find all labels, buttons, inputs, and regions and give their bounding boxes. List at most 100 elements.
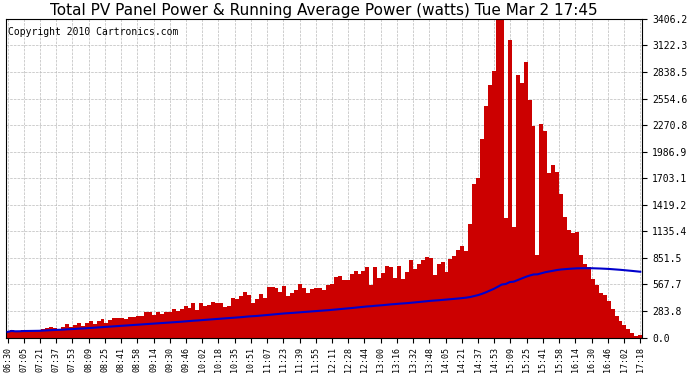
Bar [433, 275, 437, 338]
Bar [425, 257, 428, 338]
Bar [571, 234, 575, 338]
Bar [460, 246, 464, 338]
Bar [334, 277, 338, 338]
Bar [318, 288, 322, 338]
Bar [591, 279, 595, 338]
Bar [413, 268, 417, 338]
Bar [484, 105, 488, 338]
Bar [101, 319, 104, 338]
Bar [219, 303, 223, 338]
Bar [199, 303, 204, 338]
Bar [520, 82, 524, 338]
Bar [512, 227, 515, 338]
Bar [342, 280, 346, 338]
Bar [480, 140, 484, 338]
Bar [369, 285, 373, 338]
Bar [17, 331, 21, 338]
Bar [112, 318, 117, 338]
Bar [350, 274, 353, 338]
Bar [120, 318, 124, 338]
Bar [211, 302, 215, 338]
Bar [306, 293, 310, 338]
Bar [611, 309, 615, 338]
Bar [188, 308, 191, 338]
Bar [176, 310, 179, 338]
Bar [310, 289, 314, 338]
Bar [97, 321, 101, 338]
Bar [595, 285, 599, 338]
Bar [535, 255, 540, 338]
Bar [567, 230, 571, 338]
Bar [270, 287, 275, 338]
Bar [504, 218, 508, 338]
Bar [528, 100, 531, 338]
Bar [6, 332, 10, 338]
Bar [456, 250, 460, 338]
Bar [330, 284, 334, 338]
Bar [81, 326, 85, 338]
Bar [184, 306, 188, 338]
Bar [448, 259, 453, 338]
Bar [124, 320, 128, 338]
Bar [615, 316, 618, 338]
Bar [152, 315, 156, 338]
Bar [266, 287, 270, 338]
Bar [239, 296, 243, 338]
Bar [26, 331, 30, 338]
Bar [531, 126, 535, 338]
Bar [49, 327, 53, 338]
Bar [179, 309, 184, 338]
Bar [346, 280, 350, 338]
Bar [21, 330, 26, 338]
Bar [88, 321, 92, 338]
Bar [409, 261, 413, 338]
Bar [476, 178, 480, 338]
Bar [207, 305, 211, 338]
Bar [73, 325, 77, 338]
Bar [366, 267, 369, 338]
Bar [140, 316, 144, 338]
Bar [235, 299, 239, 338]
Bar [382, 273, 385, 338]
Bar [53, 328, 57, 338]
Bar [65, 324, 69, 338]
Bar [263, 298, 266, 338]
Bar [417, 264, 421, 338]
Bar [464, 251, 469, 338]
Bar [472, 184, 476, 338]
Bar [255, 299, 259, 338]
Title: Total PV Panel Power & Running Average Power (watts) Tue Mar 2 17:45: Total PV Panel Power & Running Average P… [50, 3, 598, 18]
Bar [540, 124, 544, 338]
Bar [551, 165, 555, 338]
Bar [14, 332, 17, 338]
Bar [290, 293, 294, 338]
Bar [108, 320, 112, 338]
Bar [555, 172, 559, 338]
Bar [618, 321, 622, 338]
Bar [405, 272, 409, 338]
Bar [437, 264, 441, 338]
Bar [544, 131, 547, 338]
Bar [421, 260, 425, 338]
Bar [204, 306, 207, 338]
Bar [362, 271, 366, 338]
Bar [401, 279, 405, 338]
Bar [136, 316, 140, 338]
Bar [302, 288, 306, 338]
Bar [148, 312, 152, 338]
Bar [172, 309, 176, 338]
Bar [195, 309, 199, 338]
Bar [250, 303, 255, 338]
Bar [69, 327, 73, 338]
Bar [397, 266, 401, 338]
Bar [191, 303, 195, 338]
Bar [353, 271, 357, 338]
Bar [275, 288, 279, 338]
Bar [41, 329, 45, 338]
Bar [215, 303, 219, 338]
Bar [492, 71, 496, 338]
Bar [357, 274, 362, 338]
Bar [373, 267, 377, 338]
Bar [627, 329, 631, 338]
Bar [117, 318, 120, 338]
